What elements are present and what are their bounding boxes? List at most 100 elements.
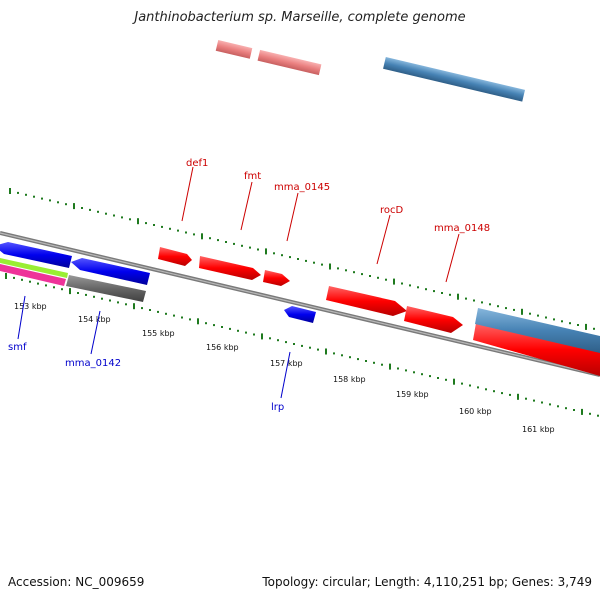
minor-tick [213, 324, 215, 327]
minor-tick [565, 407, 567, 410]
minor-tick [421, 373, 423, 376]
minor-tick [81, 207, 83, 209]
major-tick [517, 393, 519, 400]
gene-label-mma_0142: mma_0142 [65, 358, 121, 369]
minor-tick [281, 254, 283, 257]
minor-tick [573, 409, 575, 411]
minor-tick [553, 318, 555, 321]
major-tick [201, 233, 203, 240]
backbone [0, 231, 600, 377]
major-tick [73, 203, 75, 210]
minor-tick [113, 214, 115, 217]
gene-label-def1: def1 [186, 158, 208, 169]
minor-tick [337, 267, 339, 270]
minor-tick [125, 303, 127, 306]
minor-tick [321, 263, 323, 266]
minor-tick [297, 258, 299, 260]
minor-tick [505, 307, 507, 310]
major-tick [453, 378, 455, 385]
minor-tick [405, 369, 407, 372]
minor-tick [377, 276, 379, 279]
minor-tick [293, 343, 295, 345]
minor-tick [45, 284, 47, 287]
minor-tick [141, 307, 143, 310]
gene-label-fmt: fmt [244, 171, 261, 182]
minor-tick [437, 377, 439, 379]
minor-tick [193, 233, 195, 236]
accession-text: Accession: NC_009659 [8, 575, 145, 589]
minor-tick [461, 382, 463, 385]
forward-cds-arrow [326, 286, 407, 316]
minor-tick [597, 414, 599, 417]
minor-tick [225, 241, 227, 243]
minor-tick [13, 276, 15, 279]
minor-tick [497, 305, 499, 308]
minor-tick [249, 246, 251, 249]
minor-tick [177, 229, 179, 232]
minor-tick [269, 337, 271, 340]
minor-tick [549, 403, 551, 406]
def1-feature [215, 40, 253, 59]
gene-label-rocD: rocD [380, 205, 404, 216]
minor-tick [17, 191, 19, 194]
minor-tick [441, 292, 443, 294]
kbp-label: 159 kbp [396, 390, 429, 399]
minor-tick [89, 208, 91, 211]
minor-tick [545, 316, 547, 319]
major-tick [581, 408, 583, 415]
major-tick [197, 318, 199, 325]
topology-summary: Topology: circular; Length: 4,110,251 bp… [262, 575, 592, 589]
minor-tick [165, 312, 167, 315]
kbp-label: 158 kbp [333, 375, 366, 384]
minor-tick [121, 216, 123, 219]
minor-tick [149, 309, 151, 311]
minor-tick [85, 293, 87, 296]
minor-tick [589, 412, 591, 415]
minor-tick [361, 273, 363, 276]
minor-tick [557, 405, 559, 408]
kbp-label: 156 kbp [206, 343, 239, 352]
major-tick [133, 303, 135, 310]
minor-tick [161, 225, 163, 228]
minor-tick [469, 384, 471, 387]
minor-tick [65, 203, 67, 206]
feature-track [0, 40, 600, 376]
minor-tick [245, 331, 247, 334]
minor-tick [473, 299, 475, 302]
minor-tick [541, 401, 543, 404]
kbp-label: 157 kbp [270, 359, 303, 368]
minor-tick [425, 288, 427, 291]
minor-tick [169, 227, 171, 230]
gene-label-mma_0145: mma_0145 [274, 182, 330, 193]
minor-tick [37, 282, 39, 285]
minor-tick [257, 248, 259, 251]
major-tick [389, 363, 391, 370]
minor-tick [117, 301, 119, 304]
minor-tick [49, 199, 51, 202]
inner-ticks [5, 273, 599, 417]
minor-tick [501, 392, 503, 395]
minor-tick [129, 218, 131, 221]
minor-tick [217, 239, 219, 242]
minor-tick [185, 231, 187, 234]
forward-cds-arrow [158, 247, 192, 266]
lrp-feature [284, 306, 316, 323]
map-title: Janthinobacterium sp. Marseille, complet… [134, 10, 466, 25]
minor-tick [101, 297, 103, 300]
minor-tick [21, 278, 23, 281]
kbp-label: 153 kbp [14, 302, 47, 311]
minor-tick [237, 329, 239, 332]
minor-tick [529, 312, 531, 315]
minor-tick [397, 367, 399, 370]
minor-tick [561, 320, 563, 323]
minor-tick [233, 242, 235, 245]
major-tick [137, 218, 139, 225]
major-tick [585, 323, 587, 330]
minor-tick [525, 397, 527, 400]
minor-tick [301, 344, 303, 347]
minor-tick [97, 210, 99, 213]
minor-tick [509, 393, 511, 396]
minor-tick [173, 314, 175, 317]
minor-tick [481, 301, 483, 304]
